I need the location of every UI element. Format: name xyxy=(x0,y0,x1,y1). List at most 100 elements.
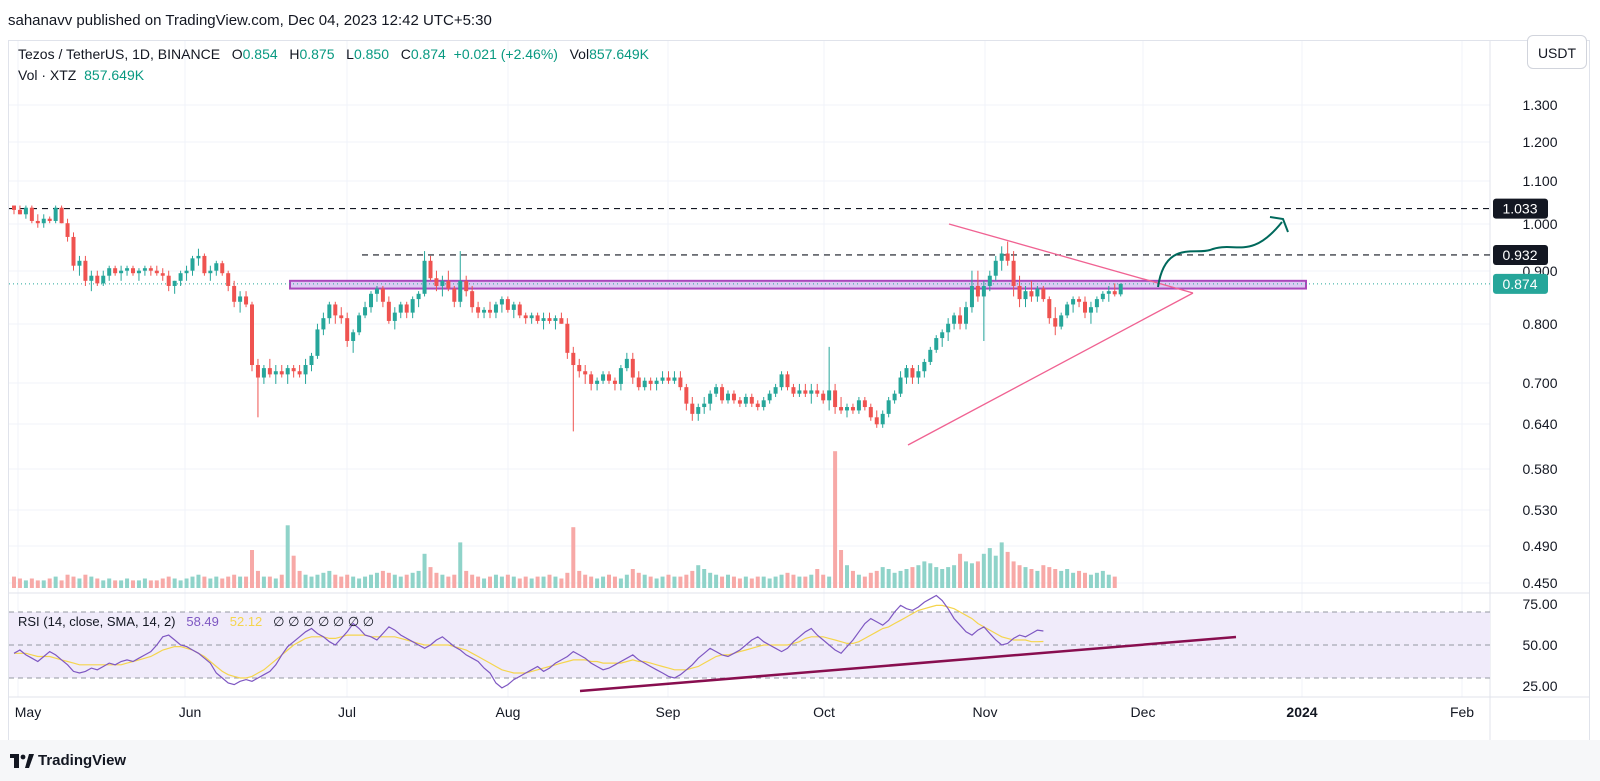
candle-body xyxy=(1005,253,1010,261)
volume-bar xyxy=(499,576,504,588)
volume-bar xyxy=(845,565,849,588)
volume-bar xyxy=(1017,565,1022,588)
candle-body xyxy=(785,374,790,388)
volume-bar xyxy=(731,576,736,588)
volume-bar xyxy=(404,574,409,588)
volume-bar xyxy=(327,570,332,588)
volume-bar xyxy=(410,572,415,588)
volume-bar xyxy=(113,580,118,588)
volume-bar xyxy=(434,572,439,588)
candle-body xyxy=(220,263,225,274)
volume-bar xyxy=(648,576,653,588)
candle-body xyxy=(845,407,849,411)
x-tick-label: Dec xyxy=(1131,704,1156,720)
volume-bar xyxy=(208,578,213,588)
volume-bar xyxy=(761,576,766,588)
volume-bar xyxy=(35,580,40,588)
resistance-zone xyxy=(289,279,1307,290)
x-tick-label: May xyxy=(15,704,41,720)
candle-body xyxy=(226,273,231,286)
y-tick-label: 0.490 xyxy=(1522,538,1557,554)
candle-body xyxy=(1035,288,1040,297)
candle-body xyxy=(380,288,385,302)
candle-body xyxy=(511,304,516,310)
volume-bar xyxy=(29,578,34,588)
volume-bar xyxy=(154,580,159,588)
candle-body xyxy=(136,270,141,274)
candle-body xyxy=(333,304,338,316)
candle-body xyxy=(654,380,659,384)
candle-body xyxy=(440,280,445,286)
x-tick-label: Jul xyxy=(338,704,356,720)
candle-body xyxy=(488,309,492,313)
candle-body xyxy=(773,387,778,394)
candle-body xyxy=(559,318,564,324)
candle-body xyxy=(1112,291,1117,295)
price-chart[interactable]: 1.3001.2001.1001.0000.9000.8000.7000.640… xyxy=(0,0,1600,740)
low-value: 0.850 xyxy=(353,46,390,62)
x-tick-label: Aug xyxy=(496,704,521,720)
candle-body xyxy=(119,270,124,274)
candle-body xyxy=(821,393,826,401)
volume-bar xyxy=(398,576,403,588)
price-label-box xyxy=(1493,244,1548,265)
volume-bar xyxy=(773,576,778,588)
y-tick-label: 1.100 xyxy=(1522,173,1557,189)
candle-body xyxy=(499,299,504,305)
volume-bar xyxy=(1094,572,1099,588)
volume-bar xyxy=(922,561,927,588)
volume-bar xyxy=(541,576,546,588)
candle-body xyxy=(607,374,611,381)
volume-bar xyxy=(1100,570,1105,588)
volume-bar xyxy=(1029,569,1034,588)
open-value: 0.854 xyxy=(242,46,278,62)
candle-body xyxy=(184,270,189,274)
candle-body xyxy=(571,352,576,366)
candle-body xyxy=(505,299,510,310)
triangle-upper-line xyxy=(948,223,1194,294)
candle-body xyxy=(731,393,736,401)
volume-bar xyxy=(202,576,207,588)
candle-body xyxy=(279,371,284,375)
volume-bar xyxy=(755,576,760,588)
candle-body xyxy=(476,307,481,313)
candle-body xyxy=(589,374,594,384)
candle-body xyxy=(297,371,302,375)
footer: TradingView xyxy=(0,740,1600,781)
volume-bar xyxy=(220,578,225,588)
candle-body xyxy=(1106,291,1111,294)
volume-bar xyxy=(1083,572,1087,588)
volume-bar xyxy=(910,567,915,588)
brand-name: TradingView xyxy=(38,752,127,769)
y-tick-label: 1.000 xyxy=(1522,216,1557,232)
volume-bar xyxy=(452,574,457,588)
rsi-label[interactable]: RSI (14, close, SMA, 14, 2) xyxy=(18,614,176,629)
candle-body xyxy=(708,393,713,404)
candle-body xyxy=(660,377,665,381)
change-value: +0.021 (+2.46%) xyxy=(453,46,558,62)
candle-body xyxy=(327,304,332,319)
candle-body xyxy=(702,403,707,408)
candle-body xyxy=(803,390,808,394)
currency-button[interactable]: USDT xyxy=(1527,35,1587,69)
volume-bar xyxy=(981,553,986,588)
candle-body xyxy=(529,315,534,319)
candle-body xyxy=(178,273,183,281)
volume-bar xyxy=(612,576,617,588)
candle-body xyxy=(666,377,671,381)
symbol-name[interactable]: Tezos / TetherUS, 1D, BINANCE xyxy=(18,46,221,62)
volume-bar xyxy=(53,576,58,588)
volume-indicator-label[interactable]: Vol · XTZ xyxy=(18,67,77,83)
volume-bar xyxy=(303,574,308,588)
x-tick-label: Feb xyxy=(1450,704,1474,720)
candle-body xyxy=(23,207,28,215)
volume-bar xyxy=(904,569,909,588)
candle-body xyxy=(535,315,540,321)
candle-body xyxy=(565,323,570,353)
candle-body xyxy=(630,358,635,378)
volume-bar xyxy=(975,561,980,588)
volume-bar xyxy=(999,542,1004,588)
volume-bar xyxy=(636,572,641,588)
volume-bar xyxy=(12,576,16,588)
candle-body xyxy=(238,296,243,302)
